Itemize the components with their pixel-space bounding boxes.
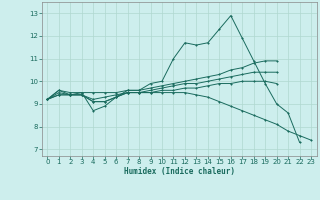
X-axis label: Humidex (Indice chaleur): Humidex (Indice chaleur): [124, 167, 235, 176]
